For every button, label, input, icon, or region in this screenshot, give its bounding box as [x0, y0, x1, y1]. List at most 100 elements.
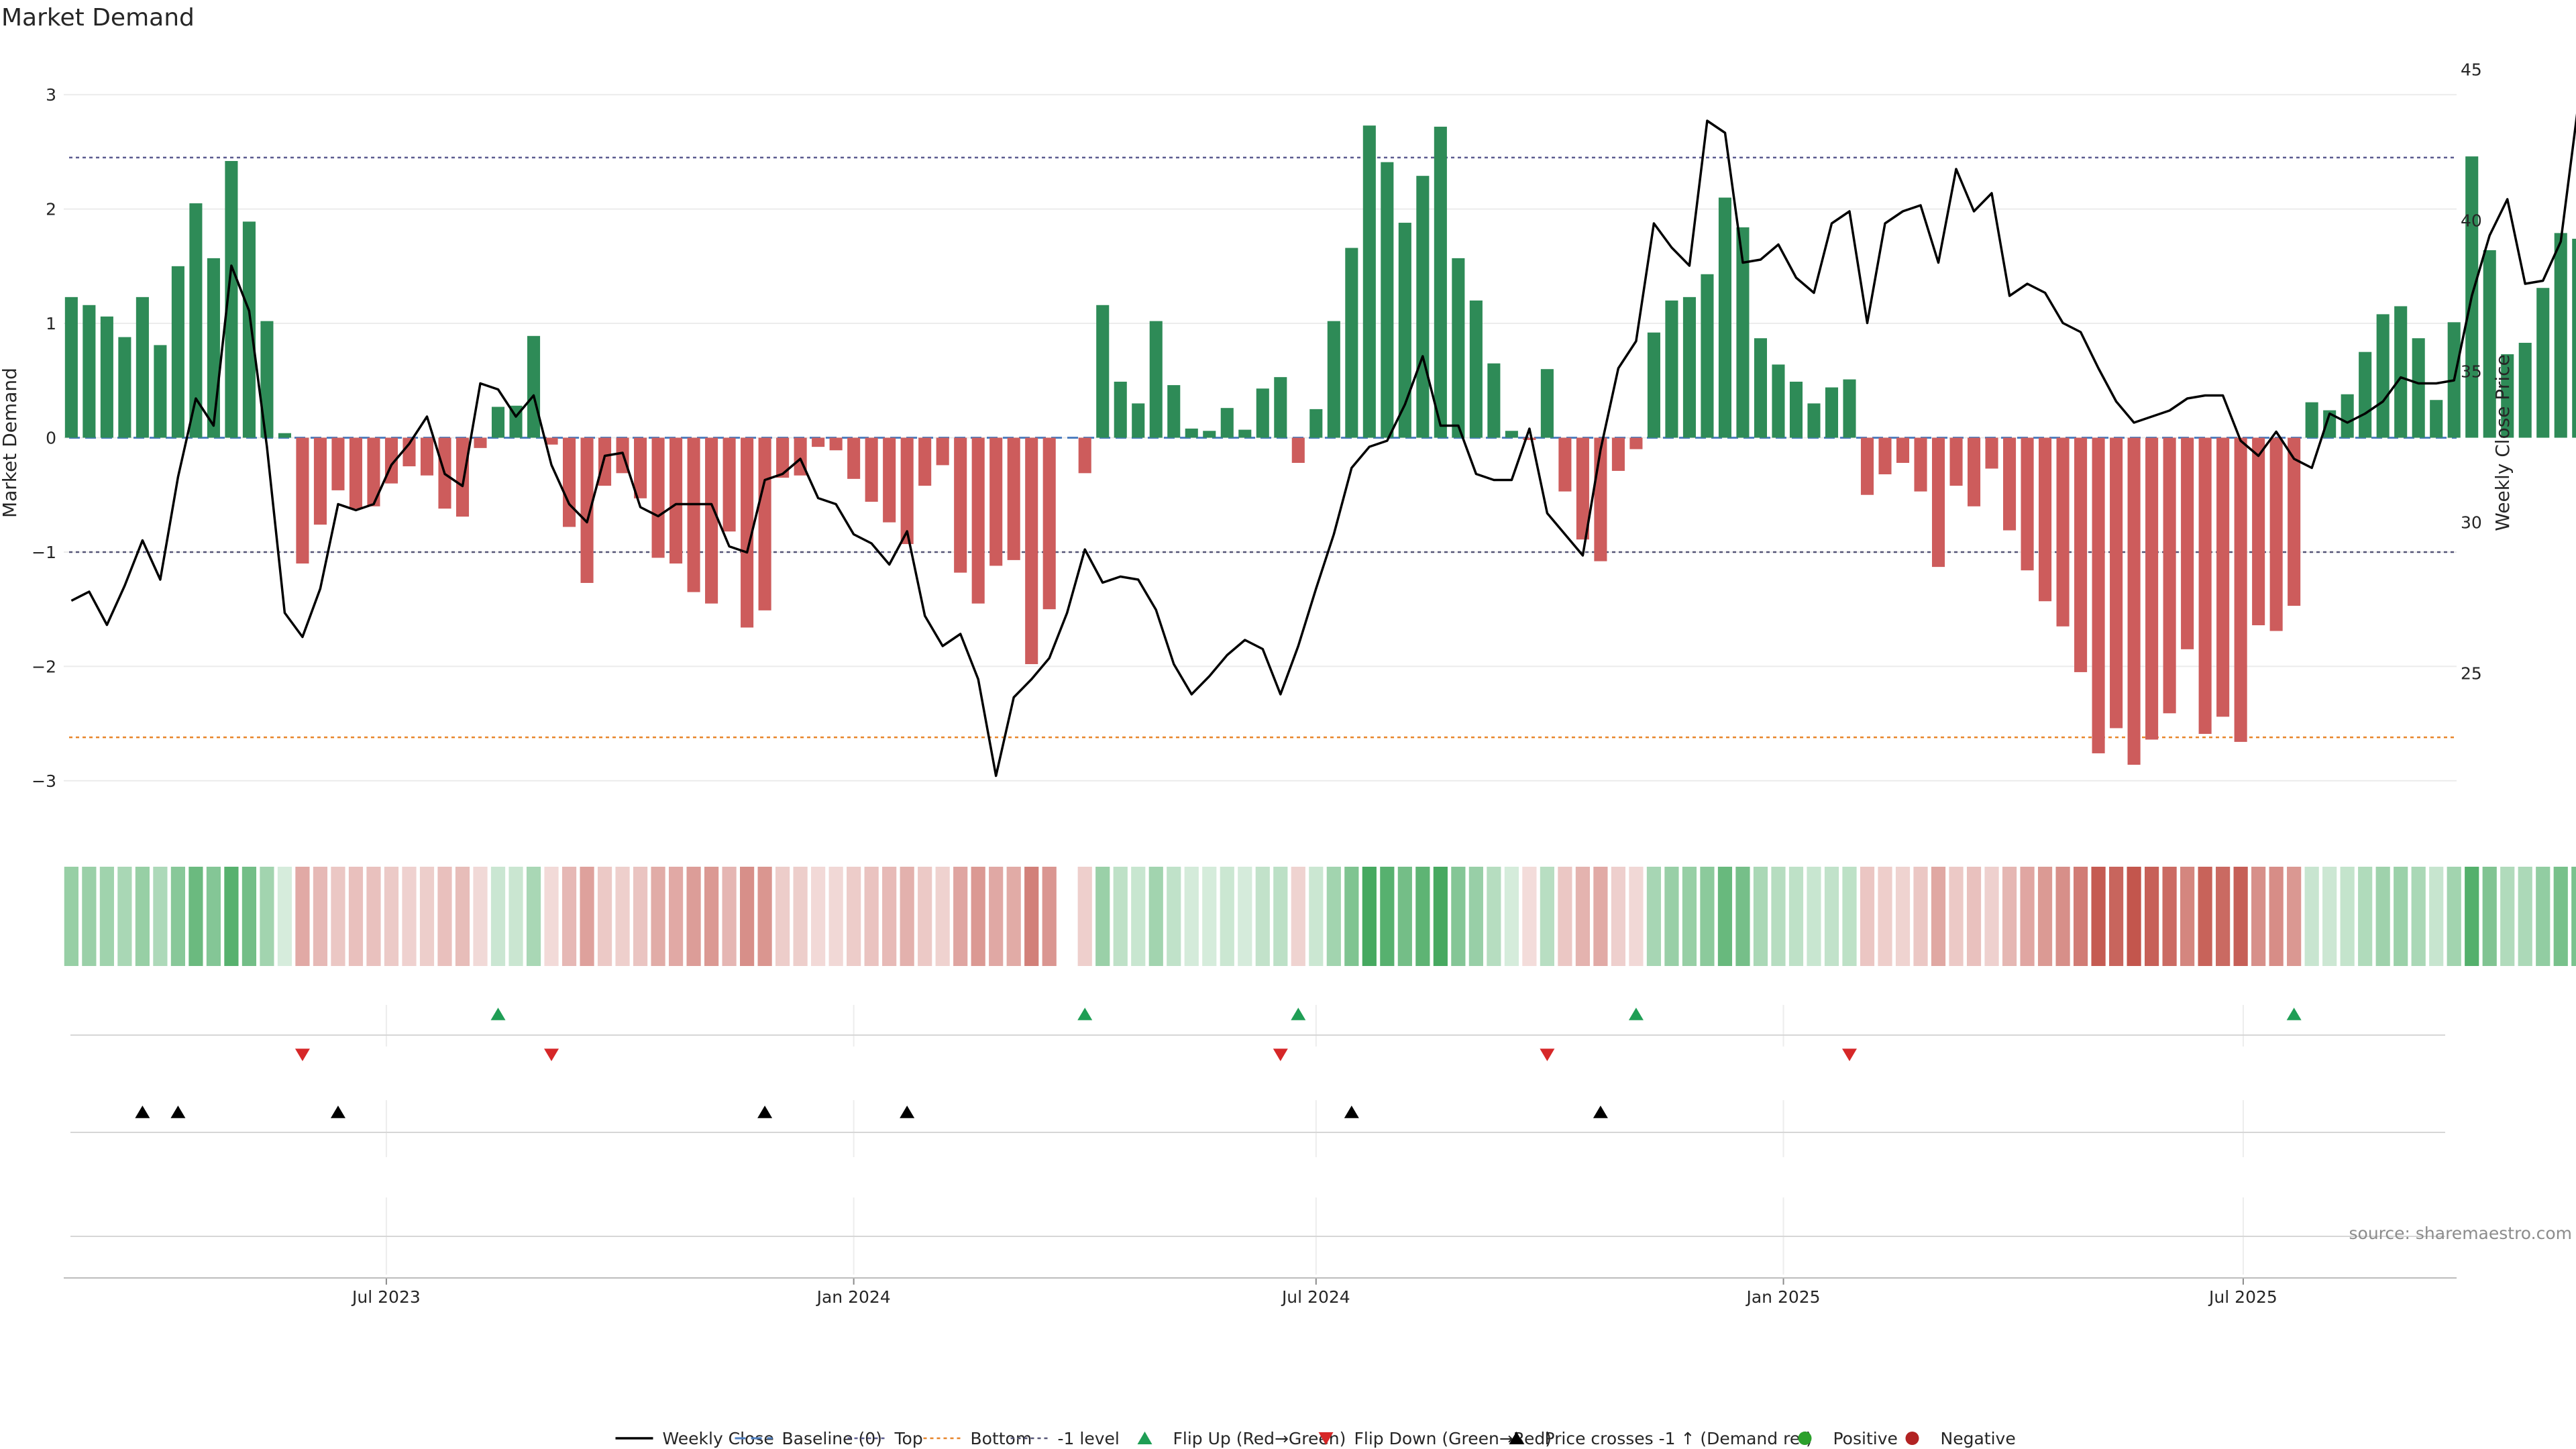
chart-title: Market Demand	[1, 4, 195, 32]
heat-cell	[597, 867, 612, 966]
heat-cell	[2073, 867, 2088, 966]
demand-bar	[2252, 437, 2265, 626]
demand-bar	[971, 437, 985, 604]
legend-label: Price crosses -1 ↑ (Demand ref)	[1545, 1429, 1813, 1448]
demand-bar	[2554, 233, 2567, 438]
price-cross-marker	[135, 1106, 150, 1118]
heat-cell	[1913, 867, 1928, 966]
demand-bar	[189, 203, 203, 438]
heat-cell	[117, 867, 132, 966]
grid	[64, 94, 2457, 1275]
weekly-close-line	[70, 113, 2576, 777]
y2-tick-label: 45	[2461, 60, 2482, 80]
x-tick-label: Jan 2024	[816, 1287, 891, 1307]
demand-bar	[331, 437, 345, 490]
heat-cell	[1344, 867, 1359, 966]
heat-cell	[1984, 867, 1999, 966]
heat-cell	[2198, 867, 2212, 966]
heat-cell	[189, 867, 203, 966]
demand-bar	[420, 437, 434, 476]
heat-cell	[1629, 867, 1644, 966]
heat-cell	[1700, 867, 1715, 966]
flip-down-marker	[294, 1049, 310, 1061]
heat-cell	[1575, 867, 1591, 966]
demand-bar	[2412, 338, 2425, 438]
heat-cell	[1664, 867, 1679, 966]
legend-swatch	[1905, 1432, 1919, 1445]
heat-cell	[2394, 867, 2408, 966]
heat-cell	[1362, 867, 1377, 966]
legend-item: Price crosses -1 ↑ (Demand ref)	[1509, 1429, 1813, 1448]
demand-bar	[651, 437, 665, 558]
demand-bar	[1309, 409, 1323, 438]
demand-bar	[2163, 437, 2176, 714]
heat-cell	[1380, 867, 1395, 966]
heat-cell	[437, 867, 452, 966]
legend-swatch	[1509, 1432, 1524, 1444]
demand-bar	[1843, 379, 1856, 438]
heat-cell	[704, 867, 719, 966]
heat-cell	[1807, 867, 1821, 966]
demand-bar	[1523, 437, 1536, 440]
price-cross-marker	[170, 1106, 186, 1118]
demand-bar	[1896, 437, 1910, 463]
demand-bar	[1789, 381, 1803, 438]
demand-bar	[402, 437, 416, 467]
heat-cell	[900, 867, 914, 966]
heat-cell	[544, 867, 559, 966]
heat-cell	[580, 867, 594, 966]
y-axis-label: Market Demand	[0, 368, 21, 518]
heat-cell	[1077, 867, 1092, 966]
heat-cell	[2429, 867, 2444, 966]
heat-cell	[1326, 867, 1341, 966]
heat-cell	[668, 867, 684, 966]
heat-cell	[331, 867, 345, 966]
y-tick-label: −1	[32, 543, 56, 562]
heat-cell	[1042, 867, 1057, 966]
demand-bar	[1860, 437, 1874, 495]
demand-bar	[2056, 437, 2070, 627]
heat-cell	[170, 867, 186, 966]
heat-cell	[419, 867, 435, 966]
heat-cell	[1771, 867, 1786, 966]
demand-bar	[2234, 437, 2247, 742]
heat-cell	[2304, 867, 2319, 966]
x-tick-label: Jul 2023	[351, 1287, 421, 1307]
heat-cell	[1167, 867, 1181, 966]
heat-cell	[1184, 867, 1199, 966]
heat-cell	[2287, 867, 2302, 966]
y-tick-label: 2	[46, 200, 56, 219]
heat-cell	[935, 867, 950, 966]
demand-bar	[527, 335, 541, 438]
heat-cell	[633, 867, 648, 966]
demand-bar	[1682, 297, 1696, 438]
demand-bar	[349, 437, 363, 509]
legend-swatch	[1137, 1432, 1152, 1444]
demand-bar	[1825, 387, 1839, 438]
demand-bar	[954, 437, 967, 573]
price-cross-marker	[757, 1106, 773, 1118]
heat-cell	[1895, 867, 1911, 966]
heat-cell	[2091, 867, 2106, 966]
y2-tick-label: 25	[2461, 664, 2482, 684]
flip-up-marker	[490, 1008, 506, 1020]
demand-bar	[2074, 437, 2088, 672]
heat-cell	[775, 867, 790, 966]
heat-cell	[455, 867, 470, 966]
heat-cell	[2180, 867, 2195, 966]
heat-cell	[2108, 867, 2124, 966]
demand-bar	[812, 437, 825, 447]
heat-cell	[2340, 867, 2355, 966]
demand-bar	[1434, 126, 1447, 438]
heat-cell	[1860, 867, 1875, 966]
demand-bar	[1416, 176, 1430, 438]
heat-cell	[2375, 867, 2390, 966]
legend-label: Flip Down (Green→Red)	[1354, 1429, 1552, 1448]
demand-bar	[687, 437, 700, 592]
heat-cell	[348, 867, 364, 966]
demand-bar	[1345, 248, 1358, 438]
legend-item: Top	[847, 1429, 923, 1448]
flip-up-marker	[1291, 1008, 1306, 1020]
price-cross-marker	[1344, 1106, 1359, 1118]
demand-bar	[367, 437, 380, 506]
